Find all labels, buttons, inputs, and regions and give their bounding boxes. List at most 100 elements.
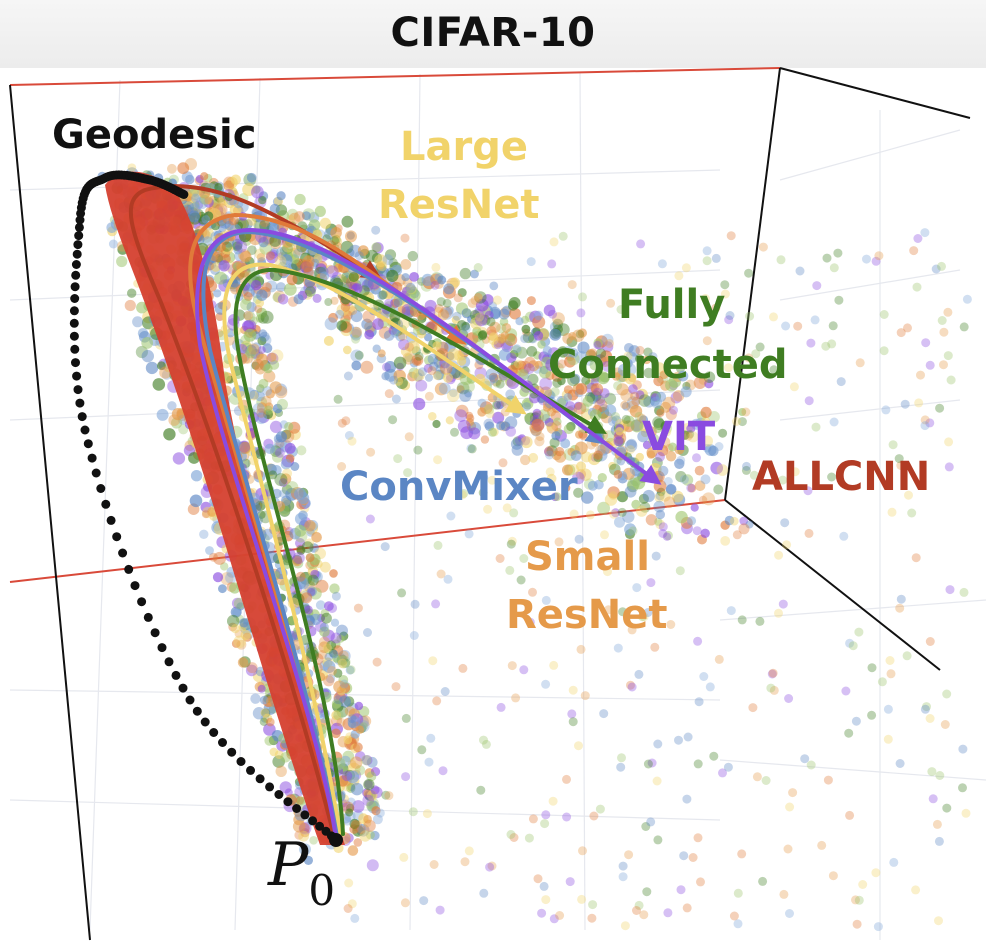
scatter-point <box>916 370 925 380</box>
geodesic-point <box>80 425 90 435</box>
geodesic-point <box>124 564 134 574</box>
scatter-point <box>404 342 414 352</box>
scatter-point <box>457 490 467 500</box>
scatter-point <box>330 618 340 627</box>
geodesic-point <box>73 240 83 250</box>
scatter-point <box>171 408 184 421</box>
scatter-point <box>710 461 723 475</box>
scatter-point <box>351 334 361 344</box>
scatter-point <box>589 359 601 371</box>
scatter-point <box>294 524 307 537</box>
scatter-point <box>624 523 637 536</box>
scatter-point <box>522 331 535 344</box>
scatter-point <box>845 810 855 820</box>
box-edges <box>9 67 971 941</box>
scatter-point <box>928 794 938 804</box>
scatter-point <box>549 660 559 670</box>
scatter-point <box>577 894 587 904</box>
scatter-point <box>275 448 285 458</box>
allcnn-curve <box>128 184 382 842</box>
scatter-point <box>263 405 273 415</box>
scatter-point <box>726 606 736 616</box>
label-fully-connected-line2: Connected <box>548 342 788 388</box>
scatter-point <box>272 403 283 414</box>
scatter-point <box>414 351 424 361</box>
scatter-point <box>637 430 649 443</box>
scatter-point <box>605 339 614 348</box>
scatter-point <box>577 328 588 338</box>
scatter-point <box>574 401 583 410</box>
scatter-point <box>319 271 330 281</box>
scatter-point <box>769 312 778 322</box>
scatter-point <box>705 682 715 692</box>
scatter-point <box>942 803 952 813</box>
scatter-point <box>568 348 579 358</box>
scatter-point <box>204 196 213 205</box>
scatter-point <box>668 442 678 452</box>
scatter-point <box>700 474 711 485</box>
scatter-point <box>360 360 374 374</box>
scatter-point <box>959 587 969 597</box>
scatter-point <box>752 772 762 782</box>
scatter-point <box>551 431 561 441</box>
scatter-point <box>343 371 353 381</box>
scatter-point <box>737 417 747 427</box>
scatter-point <box>943 307 953 317</box>
scatter-point <box>391 298 400 308</box>
scatter-point <box>404 432 414 442</box>
scatter-point <box>925 637 935 646</box>
scatter-point <box>416 329 426 339</box>
scatter-point <box>413 397 426 411</box>
scatter-point <box>274 750 284 759</box>
scatter-point <box>648 352 658 362</box>
scatter-point <box>563 423 574 435</box>
scatter-point <box>400 346 411 357</box>
scatter-point <box>631 396 641 406</box>
scatter-point <box>758 242 768 252</box>
scatter-point <box>674 271 684 281</box>
scatter-point <box>284 422 294 432</box>
scatter-point <box>257 336 267 346</box>
scatter-point <box>389 375 399 385</box>
scatter-point <box>406 284 417 295</box>
scatter-point <box>533 331 544 341</box>
scatter-point <box>135 345 148 359</box>
scatter-point <box>845 638 855 648</box>
scatter-point <box>582 396 594 407</box>
scatter-point <box>674 735 683 745</box>
scatter-point <box>438 382 451 395</box>
geodesic-point <box>74 231 84 241</box>
scatter-point <box>676 455 686 465</box>
scatter-point <box>375 808 385 818</box>
scatter-point <box>323 675 335 687</box>
scatter-point <box>557 359 567 369</box>
scatter-point <box>540 819 550 829</box>
scatter-point <box>353 838 363 847</box>
scatter-point <box>303 855 313 866</box>
scatter-point <box>335 309 345 319</box>
scatter-point <box>783 844 793 854</box>
scatter-point <box>883 734 893 744</box>
scatter-point <box>562 464 573 476</box>
scatter-point <box>359 830 371 842</box>
scatter-point <box>958 744 968 754</box>
start-point-p0 <box>329 833 343 847</box>
scatter-point <box>525 617 535 627</box>
scatter-point <box>353 742 363 753</box>
scatter-point <box>555 911 565 920</box>
scatter-point <box>642 355 651 365</box>
scatter-point <box>259 331 270 342</box>
scatter-point <box>599 709 609 719</box>
scatter-point <box>141 349 154 363</box>
scatter-point <box>488 332 498 342</box>
scatter-point <box>220 562 229 571</box>
scatter-point <box>608 491 618 501</box>
scatter-point <box>588 900 598 910</box>
scatter-point <box>961 808 971 818</box>
scatter-point <box>479 888 489 898</box>
scatter-point <box>666 620 676 629</box>
scatter-point <box>627 625 637 635</box>
scatter-point <box>213 289 222 298</box>
scatter-point <box>469 310 480 321</box>
